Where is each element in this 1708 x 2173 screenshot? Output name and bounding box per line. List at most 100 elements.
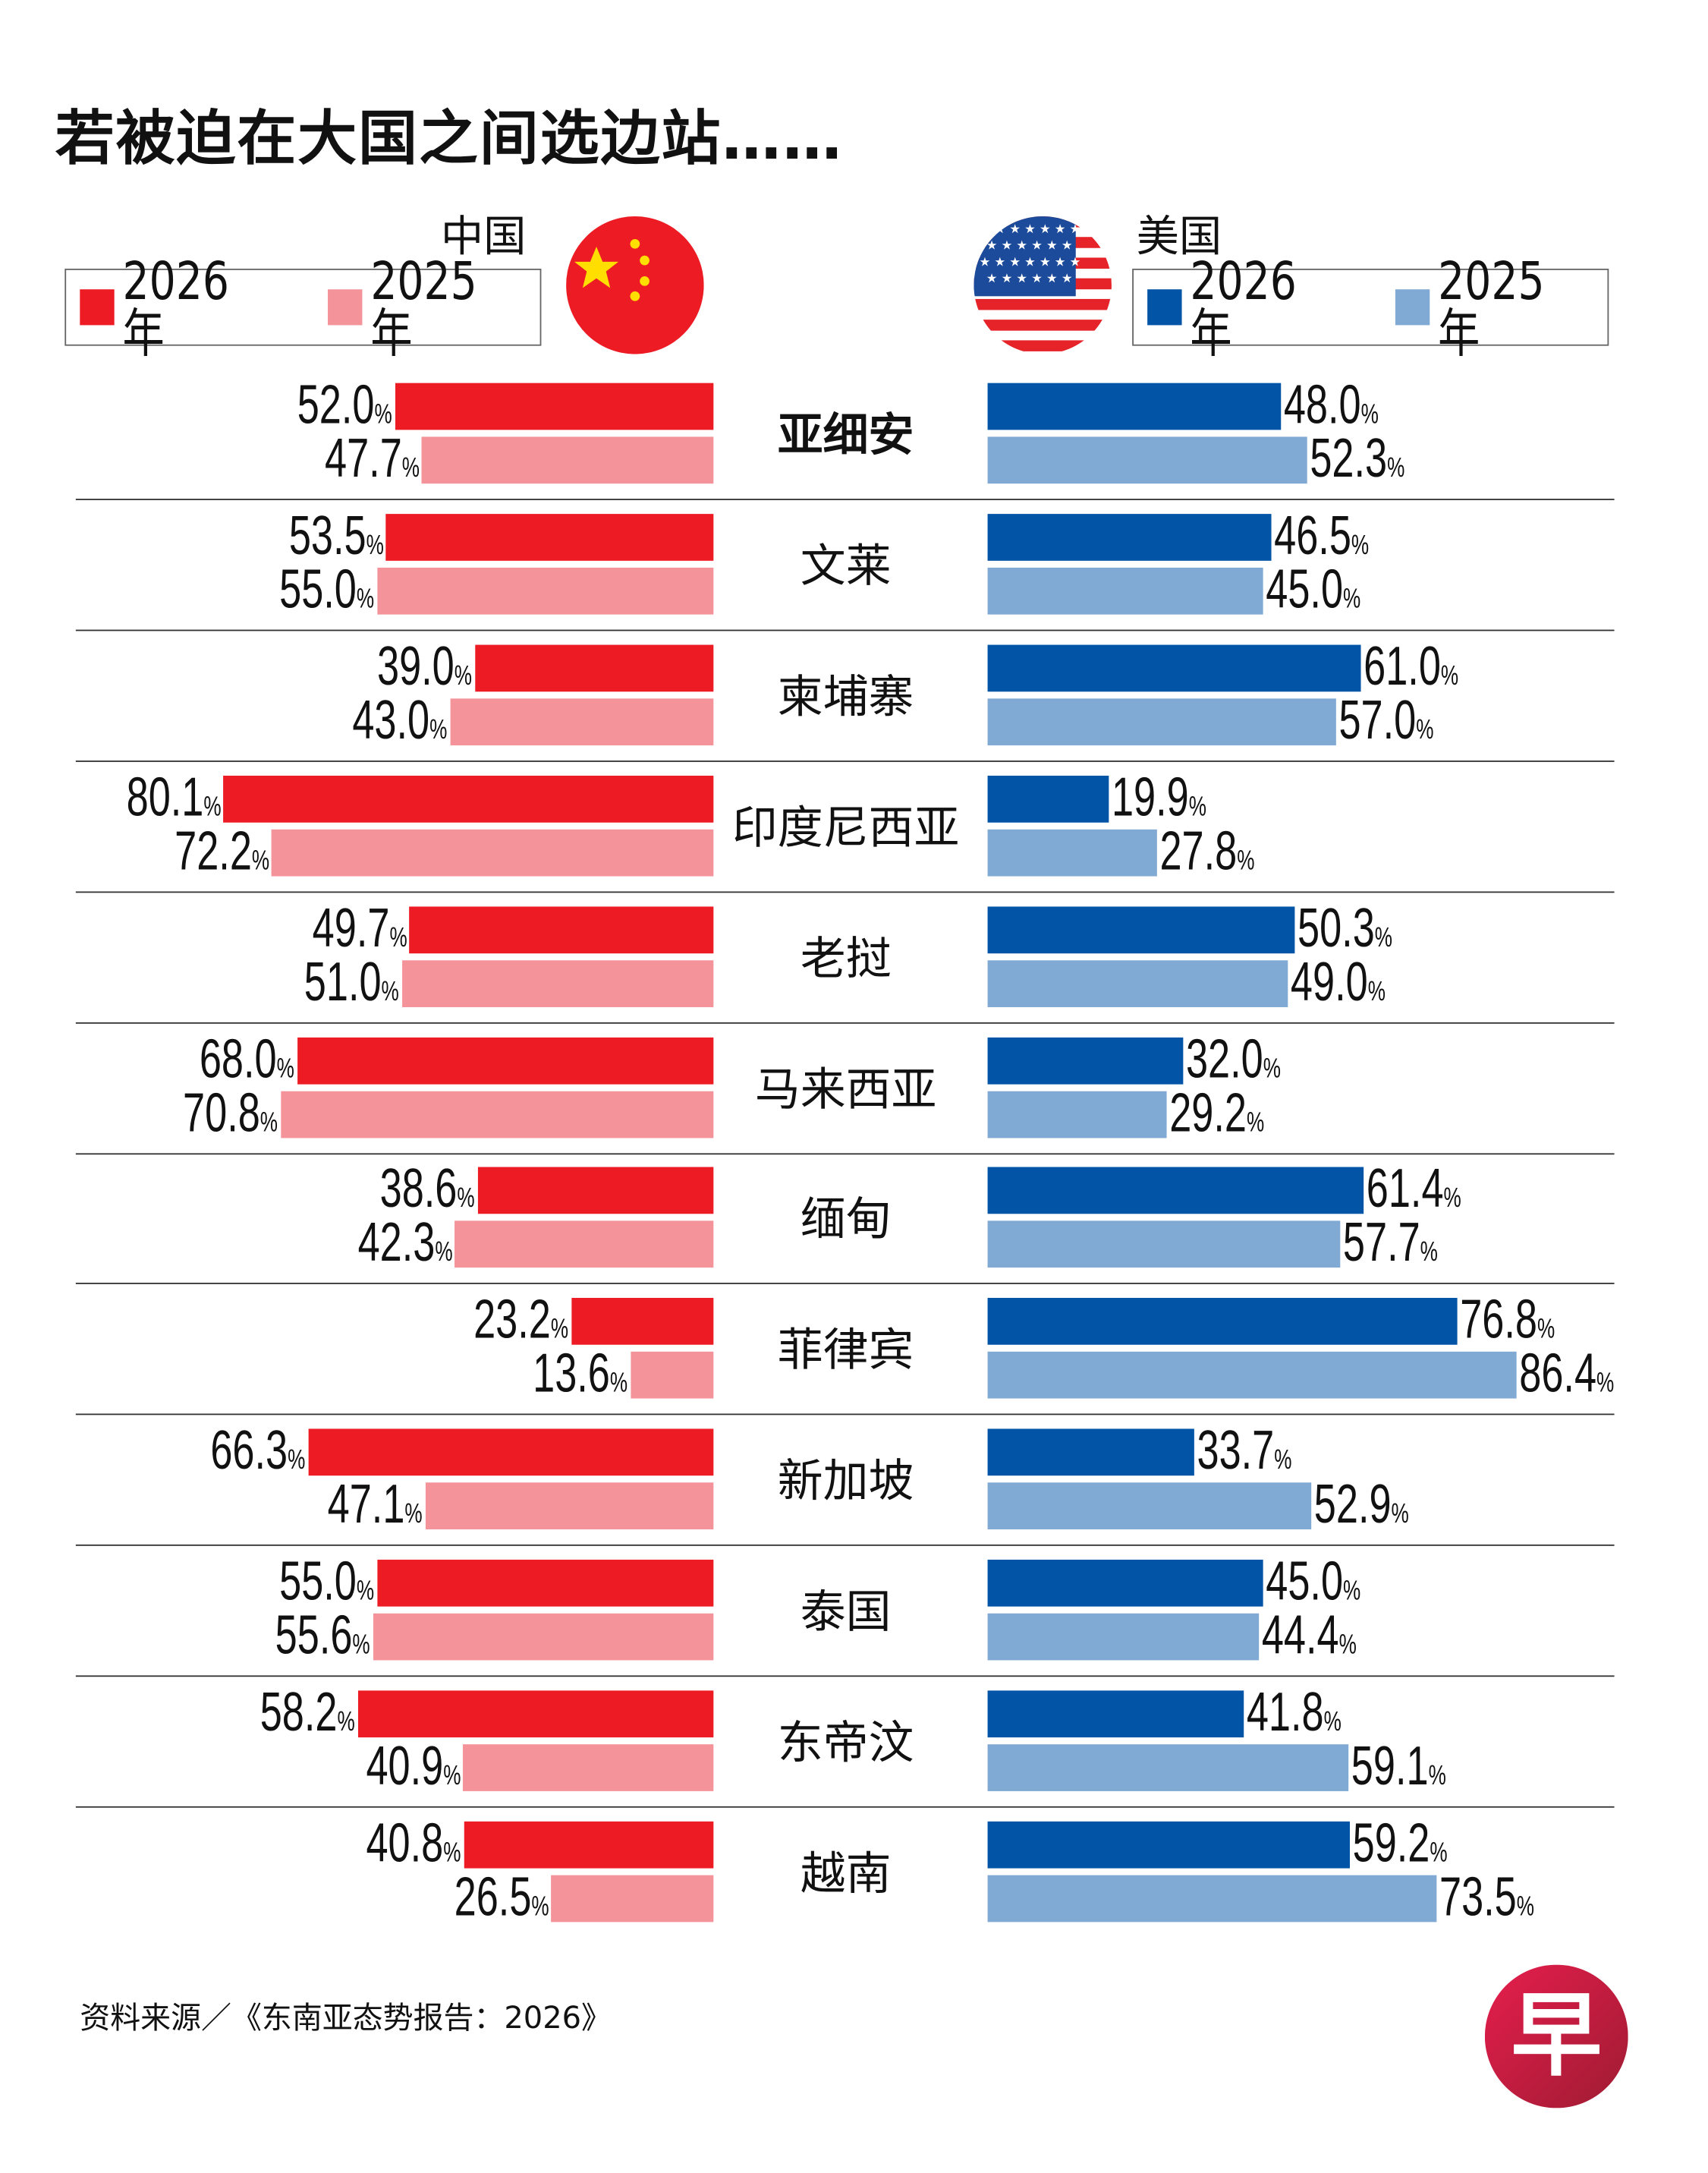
value-number: 57.7 bbox=[1343, 1213, 1421, 1274]
legend-swatch-usa-2026 bbox=[1147, 289, 1182, 326]
country-name-label: 新加坡 bbox=[777, 1453, 914, 1508]
value-number: 59.1 bbox=[1351, 1736, 1430, 1797]
percent-unit: % bbox=[1442, 1184, 1461, 1214]
china-legend: 2026年 2025年 bbox=[64, 255, 542, 360]
usa-label: 美国 bbox=[1136, 212, 1222, 262]
usa-bar-2025 bbox=[987, 1482, 1311, 1530]
value-number: 51.0 bbox=[304, 951, 382, 1012]
percent-unit: % bbox=[1517, 1891, 1535, 1923]
row-divider bbox=[75, 1806, 1615, 1808]
value-number: 38.6 bbox=[379, 1159, 458, 1220]
country-name-label: 越南 bbox=[800, 1846, 892, 1901]
value-number: 72.2 bbox=[174, 820, 252, 882]
percent-unit: % bbox=[1367, 976, 1386, 1007]
row-divider bbox=[75, 1022, 1615, 1024]
percent-unit: % bbox=[434, 1237, 452, 1268]
percent-unit: % bbox=[251, 846, 269, 876]
china-bar-2026 bbox=[357, 1690, 714, 1738]
value-number: 61.4 bbox=[1366, 1159, 1443, 1220]
value-label: 41.8% bbox=[1246, 1685, 1341, 1740]
china-bar-2025 bbox=[551, 1875, 714, 1923]
value-label: 46.5% bbox=[1275, 509, 1370, 564]
china-bar-2025 bbox=[450, 698, 714, 745]
value-number: 73.5 bbox=[1439, 1866, 1518, 1928]
value-label: 42.3% bbox=[357, 1216, 452, 1271]
country-name-label: 印度尼西亚 bbox=[731, 800, 960, 854]
china-bar-2025 bbox=[455, 1221, 714, 1268]
country-name-label: 老挝 bbox=[800, 931, 892, 985]
china-label: 中国 bbox=[440, 212, 527, 262]
value-label: 86.4% bbox=[1519, 1346, 1614, 1402]
value-number: 45.0 bbox=[1265, 1551, 1343, 1613]
value-number: 19.9 bbox=[1112, 767, 1190, 828]
usa-bar-2026 bbox=[987, 1428, 1194, 1476]
value-label: 49.7% bbox=[312, 900, 407, 956]
value-label: 72.2% bbox=[175, 824, 269, 879]
usa-bar-2025 bbox=[987, 1090, 1166, 1138]
usa-bar-2026 bbox=[987, 1560, 1263, 1607]
country-name-label: 菲律宾 bbox=[777, 1323, 914, 1378]
percent-unit: % bbox=[429, 714, 448, 745]
china-bar-2025 bbox=[463, 1744, 714, 1791]
svg-text:★ ★ ★ ★ ★ ★ ★: ★ ★ ★ ★ ★ ★ ★ bbox=[980, 254, 1081, 269]
country-name-label: 缅甸 bbox=[800, 1192, 892, 1246]
percent-unit: % bbox=[1375, 922, 1393, 953]
value-number: 32.0 bbox=[1186, 1028, 1263, 1089]
value-number: 70.8 bbox=[183, 1082, 260, 1143]
usa-flag-icon: ★ ★ ★ ★ ★ ★ ★★ ★ ★ ★ ★ ★ ★ ★ ★ ★ ★ ★ ★★ … bbox=[974, 216, 1112, 354]
value-number: 29.2 bbox=[1169, 1082, 1247, 1143]
china-bar-2026 bbox=[464, 1821, 714, 1869]
usa-bar-2026 bbox=[987, 1167, 1364, 1214]
legend-label: 2026年 bbox=[1190, 250, 1297, 364]
value-number: 43.0 bbox=[353, 690, 430, 751]
usa-bar-2025 bbox=[987, 959, 1288, 1007]
usa-bar-2026 bbox=[987, 1037, 1184, 1084]
value-label: 57.0% bbox=[1339, 693, 1434, 748]
legend-label: 2025年 bbox=[1438, 250, 1545, 364]
value-label: 55.0% bbox=[279, 562, 374, 617]
percent-unit: % bbox=[388, 922, 407, 953]
legend-label: 2026年 bbox=[122, 250, 229, 364]
usa-bar-2026 bbox=[987, 1690, 1244, 1738]
value-label: 43.0% bbox=[353, 693, 448, 748]
svg-text:★ ★ ★ ★ ★ ★: ★ ★ ★ ★ ★ ★ bbox=[986, 238, 1073, 253]
usa-legend: 2026年 2025年 bbox=[1132, 255, 1609, 360]
value-label: 52.3% bbox=[1310, 431, 1405, 487]
usa-bar-2025 bbox=[987, 698, 1336, 745]
percent-unit: % bbox=[1430, 1838, 1448, 1869]
value-number: 80.1 bbox=[126, 767, 203, 828]
value-label: 50.3% bbox=[1298, 900, 1393, 956]
usa-bar-2025 bbox=[987, 436, 1308, 484]
percent-unit: % bbox=[353, 1630, 371, 1661]
value-number: 27.8 bbox=[1160, 820, 1238, 882]
value-number: 49.0 bbox=[1290, 951, 1367, 1012]
value-label: 40.9% bbox=[366, 1739, 461, 1794]
china-bar-2025 bbox=[630, 1352, 714, 1400]
value-number: 52.9 bbox=[1313, 1474, 1392, 1535]
percent-unit: % bbox=[609, 1368, 628, 1400]
value-label: 76.8% bbox=[1460, 1293, 1555, 1348]
usa-bar-2025 bbox=[987, 829, 1158, 876]
value-label: 59.2% bbox=[1352, 1816, 1447, 1871]
value-label: 57.7% bbox=[1343, 1216, 1438, 1271]
country-name-label: 文莱 bbox=[800, 538, 892, 593]
row-divider bbox=[75, 629, 1615, 631]
value-label: 52.0% bbox=[298, 377, 393, 433]
value-label: 73.5% bbox=[1440, 1869, 1535, 1925]
percent-unit: % bbox=[1273, 1445, 1291, 1476]
row-divider bbox=[75, 760, 1615, 762]
chart-title: 若被迫在大国之间选边站…… bbox=[55, 104, 843, 174]
china-bar-2026 bbox=[297, 1037, 714, 1084]
value-number: 61.0 bbox=[1363, 636, 1441, 698]
percent-unit: % bbox=[404, 1499, 423, 1530]
percent-unit: % bbox=[1342, 584, 1360, 615]
percent-unit: % bbox=[551, 1315, 569, 1346]
percent-unit: % bbox=[1416, 714, 1434, 745]
value-label: 45.0% bbox=[1266, 1554, 1360, 1610]
value-label: 61.0% bbox=[1364, 639, 1458, 694]
percent-unit: % bbox=[1596, 1368, 1614, 1400]
row-divider bbox=[75, 1283, 1615, 1285]
value-label: 38.6% bbox=[380, 1162, 475, 1217]
value-number: 40.9 bbox=[366, 1736, 443, 1797]
value-number: 39.0 bbox=[377, 636, 455, 698]
